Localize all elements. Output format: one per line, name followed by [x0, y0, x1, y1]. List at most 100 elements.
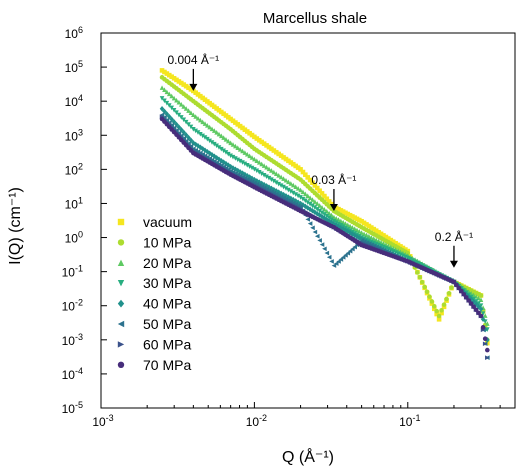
data-point — [276, 173, 281, 178]
data-point — [176, 130, 182, 136]
data-point — [193, 90, 198, 95]
data-point — [485, 347, 490, 353]
y-tick-label: 102 — [65, 161, 83, 177]
data-point — [329, 217, 334, 222]
data-point — [478, 306, 484, 312]
data-point — [169, 74, 174, 80]
data-point — [352, 215, 357, 220]
x-axis-label: Q (Å⁻¹) — [282, 447, 334, 466]
data-point — [312, 205, 318, 210]
data-point — [207, 150, 212, 157]
data-point — [247, 164, 252, 169]
data-point — [226, 151, 231, 157]
data-point — [307, 201, 313, 207]
data-point — [395, 242, 401, 248]
data-point — [340, 209, 346, 214]
data-point — [219, 146, 224, 152]
data-point — [314, 233, 320, 239]
data-point — [366, 223, 372, 229]
data-point — [183, 106, 189, 111]
data-point — [219, 109, 224, 115]
data-point — [352, 244, 357, 250]
data-point — [186, 141, 191, 146]
data-point — [288, 160, 294, 165]
data-point — [269, 177, 274, 183]
data-point — [117, 218, 125, 226]
data-point — [259, 139, 264, 145]
data-point — [317, 212, 322, 218]
data-point — [266, 144, 272, 150]
series-vacuum — [159, 68, 490, 346]
data-point — [247, 130, 252, 136]
data-point — [466, 298, 471, 303]
data-point — [233, 143, 238, 149]
data-point — [117, 320, 125, 328]
legend-label: 20 MPa — [143, 255, 191, 271]
data-point — [407, 257, 413, 262]
data-point — [249, 165, 255, 171]
data-point — [198, 93, 203, 99]
data-point — [471, 304, 476, 309]
series-20-mpa — [159, 85, 490, 326]
data-point — [207, 124, 212, 130]
y-tick-label: 10-3 — [62, 332, 83, 348]
data-point — [166, 72, 172, 78]
data-point — [293, 163, 299, 169]
data-point — [176, 124, 182, 130]
data-point — [207, 100, 212, 106]
legend-entry: 30 MPa — [117, 275, 191, 291]
data-point — [343, 210, 348, 216]
data-point — [281, 176, 286, 181]
data-point — [386, 236, 391, 241]
data-point — [186, 108, 191, 113]
data-point — [214, 106, 219, 111]
data-point — [350, 246, 355, 252]
data-point — [286, 179, 291, 185]
data-point — [198, 144, 203, 151]
data-point — [240, 160, 245, 165]
data-point — [176, 112, 182, 118]
y-tick-label: 100 — [65, 230, 83, 246]
x-tick-label: 10-1 — [399, 413, 420, 429]
data-point — [228, 116, 233, 122]
data-point — [312, 199, 318, 204]
data-point — [188, 110, 194, 115]
legend-label: 10 MPa — [143, 234, 191, 250]
data-point — [326, 254, 332, 260]
data-point — [290, 161, 296, 167]
legend-entry: 50 MPa — [117, 316, 191, 332]
data-point — [298, 195, 303, 200]
annotation-arrowhead — [449, 260, 458, 268]
data-point — [264, 143, 269, 148]
data-point — [431, 306, 437, 312]
data-point — [329, 259, 334, 264]
data-point — [307, 177, 313, 183]
legend-entry: 20 MPa — [117, 255, 191, 271]
y-axis-label: I(Q) (cm⁻¹) — [7, 187, 24, 265]
data-point — [159, 105, 165, 112]
legend-label: vacuum — [143, 214, 192, 230]
data-point — [171, 108, 177, 113]
annotation: 0.2 Å⁻¹ — [435, 229, 473, 268]
data-point — [271, 178, 277, 184]
data-point — [179, 80, 184, 86]
data-point — [176, 99, 182, 105]
data-point — [254, 168, 260, 174]
data-point — [398, 244, 403, 249]
data-point — [202, 121, 208, 126]
data-point — [174, 121, 179, 128]
series-30-mpa — [159, 96, 490, 332]
data-point — [310, 180, 315, 186]
data-point — [451, 279, 457, 285]
data-point — [195, 92, 201, 97]
data-point — [295, 165, 301, 170]
data-point — [209, 140, 215, 145]
data-point — [235, 145, 241, 151]
data-point — [159, 96, 165, 101]
data-point — [212, 104, 217, 110]
data-point — [371, 226, 377, 232]
data-point — [223, 137, 229, 142]
data-point — [419, 279, 425, 285]
data-point — [233, 156, 238, 161]
